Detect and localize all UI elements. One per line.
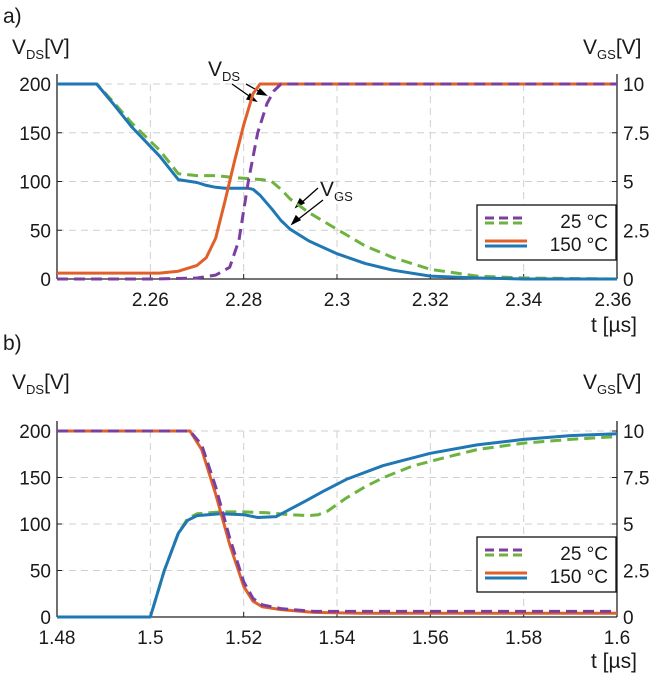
- x-tick-label: 2.36: [595, 290, 632, 311]
- series-line-vds25: [57, 82, 617, 281]
- left-y-tick-label: 100: [19, 515, 51, 536]
- x-tick-label: 1.6: [604, 628, 630, 649]
- panel-a-left-axis-title: VDS[V]: [12, 36, 70, 62]
- right-y-tick-label: 10: [623, 75, 644, 96]
- vgs-annotation: VGS: [320, 178, 353, 204]
- legend-label: 25 °C: [560, 212, 608, 233]
- series-line-vds150: [57, 82, 617, 275]
- x-tick-label: 2.3: [324, 290, 350, 311]
- x-tick-label: 2.28: [225, 290, 262, 311]
- series-line-vgs25: [57, 82, 618, 281]
- panel-a-right-axis-title: VGS[V]: [583, 36, 642, 62]
- right-y-tick-label: 5: [623, 515, 634, 536]
- x-tick-label: 1.52: [225, 628, 262, 649]
- x-tick-label: 1.48: [39, 628, 76, 649]
- legend-label: 150 °C: [550, 235, 608, 256]
- right-y-tick-label: 0: [623, 270, 634, 291]
- vgs-arrow-line-2: [295, 199, 324, 222]
- x-tick-label: 2.32: [412, 290, 449, 311]
- left-y-tick-label: 200: [19, 75, 51, 96]
- vgs-arrow-head-2: [290, 214, 302, 226]
- panel-b-right-axis-title: VGS[V]: [583, 371, 642, 397]
- x-tick-label: 2.26: [132, 290, 169, 311]
- right-y-tick-label: 5: [623, 173, 634, 194]
- left-y-tick-label: 0: [40, 608, 51, 629]
- right-y-tick-label: 7.5: [623, 469, 649, 490]
- legend-label: 25 °C: [560, 544, 608, 565]
- legend-box: [476, 204, 617, 261]
- right-y-tick-label: 10: [623, 422, 644, 443]
- legend-box: [476, 536, 617, 593]
- panel-b-x-axis-title: t [µs]: [591, 650, 637, 673]
- left-y-tick-label: 0: [40, 270, 51, 291]
- right-y-tick-label: 7.5: [623, 124, 649, 145]
- panel-b-left-axis-title: VDS[V]: [12, 371, 70, 397]
- x-tick-label: 2.34: [505, 290, 542, 311]
- left-y-tick-label: 100: [19, 173, 51, 194]
- vds-arrow-head-2: [255, 87, 268, 96]
- left-y-tick-label: 150: [19, 124, 51, 145]
- x-tick-label: 1.54: [319, 628, 356, 649]
- x-tick-label: 1.5: [137, 628, 163, 649]
- legend-label: 150 °C: [550, 567, 608, 588]
- panel-a-x-axis-title: t [µs]: [591, 314, 637, 337]
- right-y-tick-label: 2.5: [623, 562, 649, 583]
- right-y-tick-label: 2.5: [623, 221, 649, 242]
- left-y-tick-label: 50: [30, 221, 51, 242]
- series-line-vds25: [57, 429, 617, 613]
- left-y-tick-label: 200: [19, 422, 51, 443]
- x-tick-label: 1.56: [412, 628, 449, 649]
- x-tick-label: 1.58: [505, 628, 542, 649]
- panel-a-label: a): [3, 5, 22, 28]
- vds-annotation: VDS: [208, 58, 240, 84]
- panel-b-label: b): [3, 332, 22, 355]
- panel-a-plot: 0 50 100 150 200 0 2.5 5 7.5 10 2.26 2.28 2.3 2.32 2.3…: [19, 74, 649, 311]
- left-y-tick-label: 50: [30, 562, 51, 583]
- series-line-vgs150: [57, 82, 617, 281]
- panel-b-plot: 0 50 100 150 200 0 2.5 5 7.5 10 1.48 1.5 1.52 1.54 1.5…: [19, 421, 649, 649]
- left-y-tick-label: 150: [19, 469, 51, 490]
- series-line-vgs150: [57, 432, 618, 619]
- right-y-tick-label: 0: [623, 608, 634, 629]
